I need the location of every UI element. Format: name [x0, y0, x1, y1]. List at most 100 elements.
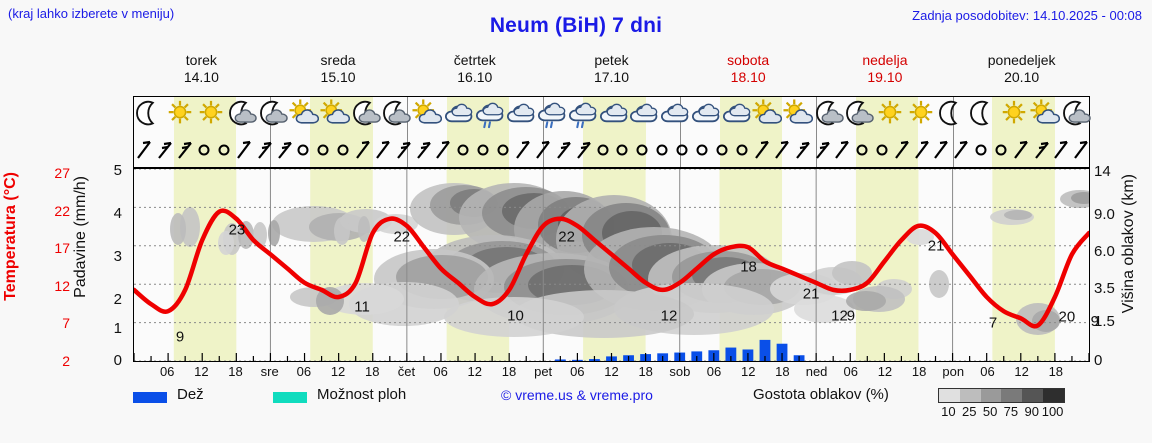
hour-tick-18: 18 — [638, 364, 653, 379]
wind-barb-icon — [189, 135, 219, 165]
hour-tick-12: 12 — [467, 364, 483, 379]
wind-barb-icon — [588, 135, 618, 165]
cloud-height-tick-9.0: 9.0 — [1094, 206, 1115, 223]
wind-barb-icon — [169, 135, 199, 165]
hour-tick-06: 06 — [296, 364, 312, 379]
day-date: 20.10 — [1004, 69, 1040, 85]
day-separator — [406, 97, 408, 167]
wind-barb-icon — [827, 135, 857, 165]
sun-cloud-icon — [289, 99, 319, 133]
wind-barb-icon — [847, 135, 877, 165]
precipitation-tick-3: 3 — [113, 248, 122, 265]
cloud-height-tick-14: 14 — [1094, 163, 1111, 180]
copyright-link[interactable]: © vreme.us & vreme.pro — [501, 387, 653, 403]
weather-icon-band — [133, 96, 1091, 168]
day-header-ponedeljek: ponedeljek 20.10 — [953, 52, 1090, 86]
moon-icon — [134, 99, 164, 133]
sun-icon — [906, 99, 936, 133]
hour-tick-06: 06 — [570, 364, 585, 379]
hour-tick-ned: ned — [805, 364, 828, 379]
day-date: 17.10 — [593, 69, 630, 85]
day-date: 18.10 — [730, 69, 766, 85]
wind-barb-icon — [1066, 135, 1096, 165]
temperature-tick-22: 22 — [54, 203, 70, 219]
hour-tick-pon: pon — [942, 364, 965, 379]
sun-cloud-icon — [1030, 99, 1060, 133]
last-update-timestamp: Zadnja posodobitev: 14.10.2025 - 00:08 — [912, 8, 1142, 23]
temperature-tick-17: 17 — [54, 240, 70, 256]
day-name: sreda — [320, 52, 356, 68]
wind-barb-icon — [867, 135, 897, 165]
day-name: ponedeljek — [987, 52, 1056, 68]
cloud-icon — [505, 99, 535, 133]
hour-tick-06: 06 — [433, 364, 448, 379]
temperature-value-label: 22 — [558, 228, 575, 246]
temperature-value-label: 12 — [660, 307, 678, 325]
day-name: četrtek — [453, 52, 496, 68]
day-name: nedelja — [862, 52, 908, 68]
cloud-density-tick-25: 25 — [962, 404, 977, 419]
wind-barb-icon — [887, 135, 917, 165]
precipitation-tick-0: 0 — [113, 352, 122, 369]
wind-barb-icon — [368, 135, 398, 165]
hour-tick-06: 06 — [843, 364, 858, 379]
cloud-icon — [598, 99, 628, 133]
menu-hint: (kraj lahko izberete v meniju) — [8, 6, 175, 21]
day-separator — [543, 97, 545, 167]
wind-barb-icon — [209, 135, 239, 165]
meteogram-plot: 92311221022121812219217209 — [133, 168, 1090, 362]
daylight-band — [719, 97, 783, 167]
temperature-value-label: 21 — [802, 285, 820, 303]
day-name: torek — [185, 52, 217, 68]
day-header-četrtek: četrtek 16.10 — [406, 52, 543, 86]
cloud-density-swatch — [959, 389, 981, 402]
shower-legend-label: Možnost ploh — [317, 386, 407, 403]
temperature-value-label: 11 — [354, 298, 370, 316]
sun-icon — [999, 99, 1029, 133]
cloud-density-swatch — [1022, 389, 1044, 402]
page-title: Neum (BiH) 7 dni — [489, 14, 663, 37]
wind-barb-icon — [388, 135, 418, 165]
hour-tick-18: 18 — [228, 364, 243, 379]
cloud-density-tick-75: 75 — [1003, 404, 1019, 419]
wind-barb-icon — [249, 135, 279, 165]
hour-tick-18: 18 — [365, 364, 380, 379]
temperature-axis-title: Temperatura (°C) — [2, 172, 19, 301]
sun-cloud-icon — [412, 99, 443, 133]
cloud-icon — [443, 99, 473, 133]
temperature-value-label: 23 — [228, 221, 246, 239]
sun-cloud-icon — [752, 99, 782, 133]
day-header-nedelja: nedelja 19.10 — [817, 52, 954, 86]
cloud-height-tick-1.5: 1.5 — [1094, 313, 1115, 330]
wind-barb-icon — [428, 135, 458, 165]
precipitation-tick-2: 2 — [113, 291, 122, 308]
moon-cloud-icon — [844, 99, 875, 133]
wind-barb-icon — [308, 135, 338, 165]
wind-barb-icon — [807, 135, 837, 165]
shower-legend-swatch — [273, 392, 307, 403]
wind-barb-icon — [966, 135, 996, 165]
moon-icon — [937, 99, 967, 133]
hour-tick-06: 06 — [980, 364, 995, 379]
sun-cloud-icon — [783, 99, 813, 133]
temperature-tick-7: 7 — [62, 315, 70, 331]
cloud-rain-icon — [474, 99, 504, 133]
hour-tick-06: 06 — [159, 364, 175, 379]
day-separator — [679, 97, 681, 167]
cloud-density-swatch — [1043, 389, 1064, 402]
wind-barb-icon — [986, 135, 1016, 165]
temperature-value-label: 20 — [1058, 308, 1076, 326]
hour-tick-18: 18 — [501, 364, 517, 379]
wind-barb-icon — [907, 135, 937, 165]
wind-barb-icon — [707, 135, 737, 165]
day-header-petek: petek 17.10 — [543, 52, 680, 86]
wind-barb-icon — [607, 135, 637, 165]
day-date: 19.10 — [867, 69, 903, 85]
wind-barb-icon — [627, 135, 657, 165]
hour-tick-06: 06 — [706, 364, 722, 379]
hour-tick-12: 12 — [330, 364, 346, 379]
temperature-value-label: 7 — [988, 314, 998, 332]
moon-cloud-icon — [814, 99, 844, 133]
sun-icon — [875, 99, 905, 133]
cloud-density-tick-50: 50 — [982, 404, 998, 419]
